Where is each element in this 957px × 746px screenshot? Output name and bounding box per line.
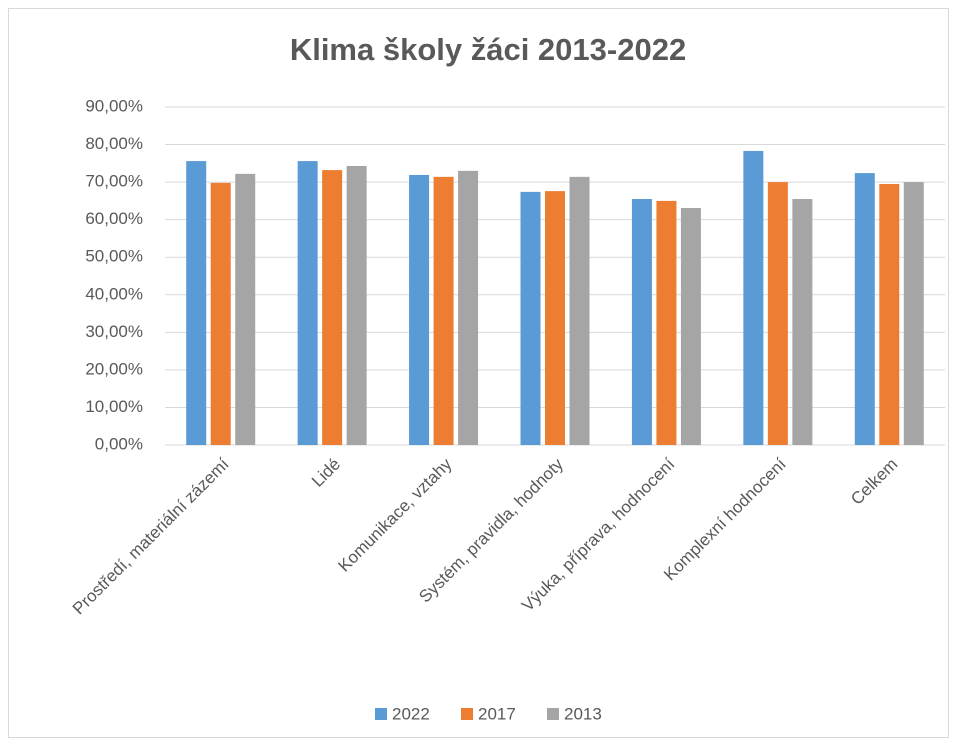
bar: [297, 161, 318, 445]
legend-label: 2022: [392, 704, 430, 723]
bar: [458, 170, 479, 445]
y-tick-label: 20,00%: [85, 359, 143, 378]
legend-swatch: [547, 708, 559, 720]
bar: [903, 182, 924, 445]
y-tick-label: 30,00%: [85, 322, 143, 341]
bar: [569, 176, 590, 445]
bar: [409, 174, 430, 445]
bar: [433, 176, 454, 445]
legend-swatch: [461, 708, 473, 720]
y-tick-label: 70,00%: [85, 172, 143, 191]
bar: [186, 161, 207, 445]
y-tick-label: 60,00%: [85, 209, 143, 228]
bar: [656, 200, 677, 445]
chart-title: Klima školy žáci 2013-2022: [290, 32, 686, 67]
bar: [322, 170, 343, 446]
bar: [792, 199, 813, 445]
bar: [346, 165, 367, 445]
y-tick-label: 0,00%: [95, 434, 143, 453]
bar: [235, 173, 256, 446]
bar: [854, 173, 875, 445]
bar: [879, 183, 900, 445]
bar: [631, 199, 652, 445]
y-tick-label: 80,00%: [85, 134, 143, 153]
y-tick-label: 90,00%: [85, 96, 143, 115]
bar: [767, 182, 788, 445]
legend-label: 2013: [564, 704, 602, 723]
bar: [545, 191, 565, 445]
bar: [210, 182, 231, 445]
legend-swatch: [375, 708, 387, 720]
bar: [680, 208, 701, 445]
chart-border: [8, 8, 949, 738]
bar: [743, 150, 764, 445]
y-tick-label: 40,00%: [85, 284, 143, 303]
bar: [520, 191, 541, 445]
legend-label: 2017: [478, 704, 516, 723]
y-tick-label: 10,00%: [85, 397, 143, 416]
y-tick-label: 50,00%: [85, 247, 143, 266]
